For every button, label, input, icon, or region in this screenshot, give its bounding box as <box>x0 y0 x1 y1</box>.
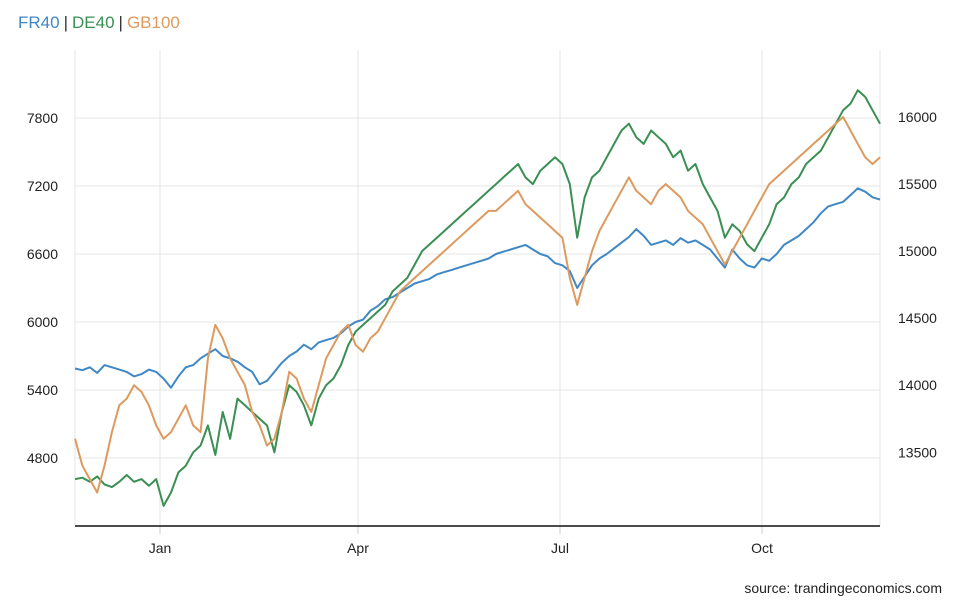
y-right-tick-label: 14000 <box>898 377 937 393</box>
x-tick-label: Jan <box>149 540 172 556</box>
legend-separator: | <box>118 13 123 32</box>
y-right-tick-label: 16000 <box>898 109 937 125</box>
y-left-tick-label: 7800 <box>27 110 58 126</box>
x-tick-label: Oct <box>751 540 773 556</box>
y-right-tick-label: 15000 <box>898 243 937 259</box>
y-left-tick-label: 7200 <box>27 178 58 194</box>
y-left-tick-label: 6000 <box>27 314 58 330</box>
series-line-gb100[interactable] <box>74 116 881 494</box>
legend-separator: | <box>63 13 68 32</box>
y-left-tick-label: 4800 <box>27 450 58 466</box>
series-line-fr40[interactable] <box>74 187 881 389</box>
y-right-tick-label: 13500 <box>898 444 937 460</box>
y-left-tick-label: 6600 <box>27 246 58 262</box>
source-credit: source: trandingeconomics.com <box>744 580 942 596</box>
y-right-tick-label: 15500 <box>898 176 937 192</box>
series-line-de40[interactable] <box>74 89 881 507</box>
legend-item-gb100[interactable]: GB100 <box>126 13 180 32</box>
legend-item-de40[interactable]: DE40 <box>72 13 115 32</box>
x-tick-label: Jul <box>551 540 569 556</box>
x-tick-label: Apr <box>347 540 369 556</box>
y-right-tick-label: 14500 <box>898 310 937 326</box>
legend-item-fr40[interactable]: FR40 <box>18 13 60 32</box>
y-left-tick-label: 5400 <box>27 382 58 398</box>
chart-legend: FR40 | DE40 | GB100 <box>18 13 180 33</box>
